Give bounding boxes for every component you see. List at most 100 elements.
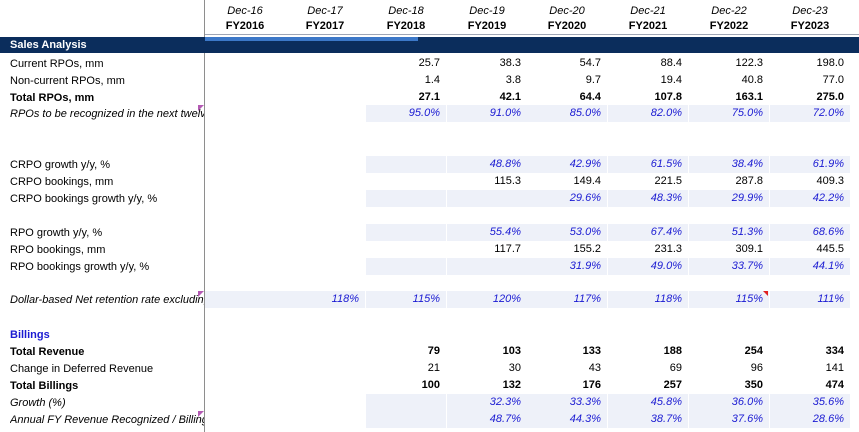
table-cell[interactable]: 72.0% bbox=[770, 105, 850, 122]
table-cell[interactable] bbox=[689, 326, 769, 343]
table-cell[interactable] bbox=[205, 173, 285, 190]
table-cell[interactable] bbox=[447, 190, 527, 207]
row-label[interactable]: Total RPOs, mm bbox=[10, 92, 95, 104]
table-cell[interactable] bbox=[205, 326, 285, 343]
table-cell[interactable]: 38.7% bbox=[608, 411, 688, 428]
table-cell[interactable]: 257 bbox=[663, 379, 682, 391]
table-cell[interactable]: 42.1 bbox=[499, 91, 521, 103]
table-cell[interactable] bbox=[205, 377, 285, 394]
table-cell[interactable]: 350 bbox=[744, 379, 763, 391]
table-cell[interactable]: 25.7 bbox=[418, 57, 440, 69]
table-cell[interactable]: 36.0% bbox=[689, 394, 769, 411]
table-cell[interactable]: 31.9% bbox=[527, 258, 607, 275]
table-cell[interactable] bbox=[205, 411, 285, 428]
table-cell[interactable] bbox=[447, 258, 527, 275]
table-cell[interactable]: 3.8 bbox=[505, 74, 521, 86]
row-label[interactable]: Total Billings bbox=[10, 380, 79, 392]
column-header-fy2019[interactable]: Dec-19 FY2019 bbox=[447, 0, 527, 36]
table-cell[interactable] bbox=[285, 173, 365, 190]
column-header-fy2021[interactable]: Dec-21 FY2021 bbox=[608, 0, 688, 36]
table-cell[interactable]: 409.3 bbox=[816, 175, 844, 187]
table-cell[interactable]: 48.8% bbox=[447, 156, 527, 173]
table-cell[interactable] bbox=[205, 258, 285, 275]
table-cell[interactable]: 122.3 bbox=[735, 57, 763, 69]
table-cell[interactable]: 42.2% bbox=[770, 190, 850, 207]
row-label[interactable]: RPOs to be recognized in the next twelve… bbox=[10, 108, 204, 120]
table-cell[interactable]: 77.0 bbox=[822, 74, 844, 86]
row-label[interactable]: Current RPOs, mm bbox=[10, 58, 104, 70]
table-cell[interactable]: 95.0% bbox=[366, 105, 446, 122]
table-cell[interactable]: 163.1 bbox=[735, 91, 763, 103]
table-cell[interactable]: 115% bbox=[366, 291, 446, 308]
table-cell[interactable]: 67.4% bbox=[608, 224, 688, 241]
table-cell[interactable] bbox=[285, 156, 365, 173]
table-cell[interactable]: 9.7 bbox=[585, 74, 601, 86]
table-cell[interactable]: 28.6% bbox=[770, 411, 850, 428]
table-cell[interactable]: 100 bbox=[421, 379, 440, 391]
table-cell[interactable]: 61.5% bbox=[608, 156, 688, 173]
table-cell[interactable]: 118% bbox=[608, 291, 688, 308]
table-cell[interactable] bbox=[205, 105, 285, 122]
row-label[interactable]: Dollar-based Net retention rate excludin… bbox=[10, 294, 204, 306]
table-cell[interactable]: 221.5 bbox=[654, 175, 682, 187]
row-label[interactable]: Total Revenue bbox=[10, 346, 85, 358]
table-cell[interactable]: 33.7% bbox=[689, 258, 769, 275]
table-cell[interactable] bbox=[285, 190, 365, 207]
table-cell[interactable] bbox=[205, 89, 285, 106]
table-cell[interactable]: 141 bbox=[825, 362, 844, 374]
table-cell[interactable]: 43 bbox=[588, 362, 601, 374]
table-cell[interactable] bbox=[205, 156, 285, 173]
table-cell[interactable]: 198.0 bbox=[816, 57, 844, 69]
table-cell[interactable]: 188 bbox=[663, 345, 682, 357]
table-cell[interactable]: 115.3 bbox=[494, 175, 521, 187]
table-cell[interactable]: 69 bbox=[669, 362, 682, 374]
table-cell[interactable]: 79 bbox=[427, 345, 440, 357]
table-cell[interactable] bbox=[608, 326, 688, 343]
table-cell[interactable]: 117% bbox=[527, 291, 607, 308]
table-cell[interactable]: 61.9% bbox=[770, 156, 850, 173]
table-cell[interactable]: 155.2 bbox=[573, 243, 601, 255]
table-cell[interactable]: 133 bbox=[582, 345, 601, 357]
column-header-fy2017[interactable]: Dec-17 FY2017 bbox=[285, 0, 365, 36]
table-cell[interactable] bbox=[366, 241, 446, 258]
table-cell[interactable]: 85.0% bbox=[527, 105, 607, 122]
table-cell[interactable] bbox=[527, 326, 607, 343]
comment-flag-icon[interactable] bbox=[763, 291, 768, 296]
table-cell[interactable]: 38.4% bbox=[689, 156, 769, 173]
table-cell[interactable] bbox=[366, 326, 446, 343]
table-cell[interactable]: 254 bbox=[744, 345, 763, 357]
row-label[interactable]: CRPO bookings growth y/y, % bbox=[10, 193, 158, 205]
table-cell[interactable]: 32.3% bbox=[447, 394, 527, 411]
table-cell[interactable]: 75.0% bbox=[689, 105, 769, 122]
table-cell[interactable]: 132 bbox=[502, 379, 521, 391]
table-cell[interactable] bbox=[366, 156, 446, 173]
table-cell[interactable]: 29.6% bbox=[527, 190, 607, 207]
table-cell[interactable] bbox=[285, 411, 365, 428]
comment-indicator-icon[interactable] bbox=[198, 291, 204, 297]
table-cell[interactable] bbox=[205, 72, 285, 89]
row-label[interactable]: Growth (%) bbox=[10, 397, 66, 409]
table-cell[interactable]: 96 bbox=[750, 362, 763, 374]
table-cell[interactable]: 48.7% bbox=[447, 411, 527, 428]
table-cell[interactable]: 55.4% bbox=[447, 224, 527, 241]
table-cell[interactable]: 103 bbox=[502, 345, 521, 357]
row-label[interactable]: CRPO bookings, mm bbox=[10, 176, 114, 188]
table-cell[interactable]: 107.8 bbox=[654, 91, 682, 103]
table-cell[interactable] bbox=[205, 291, 285, 308]
table-cell[interactable] bbox=[770, 326, 850, 343]
comment-indicator-icon[interactable] bbox=[198, 105, 204, 111]
row-label[interactable]: RPO growth y/y, % bbox=[10, 227, 103, 239]
table-cell[interactable]: 64.4 bbox=[579, 91, 601, 103]
table-cell[interactable]: 38.3 bbox=[499, 57, 521, 69]
table-cell[interactable] bbox=[205, 394, 285, 411]
table-cell[interactable] bbox=[285, 326, 365, 343]
table-cell[interactable] bbox=[366, 190, 446, 207]
table-cell[interactable] bbox=[205, 241, 285, 258]
row-label[interactable]: Non-current RPOs, mm bbox=[10, 75, 125, 87]
table-cell[interactable]: 51.3% bbox=[689, 224, 769, 241]
row-label[interactable]: Billings bbox=[10, 329, 50, 341]
table-cell[interactable]: 33.3% bbox=[527, 394, 607, 411]
row-label[interactable]: Annual FY Revenue Recognized / Billings bbox=[10, 414, 204, 426]
table-cell[interactable]: 53.0% bbox=[527, 224, 607, 241]
table-cell[interactable]: 21 bbox=[427, 362, 440, 374]
